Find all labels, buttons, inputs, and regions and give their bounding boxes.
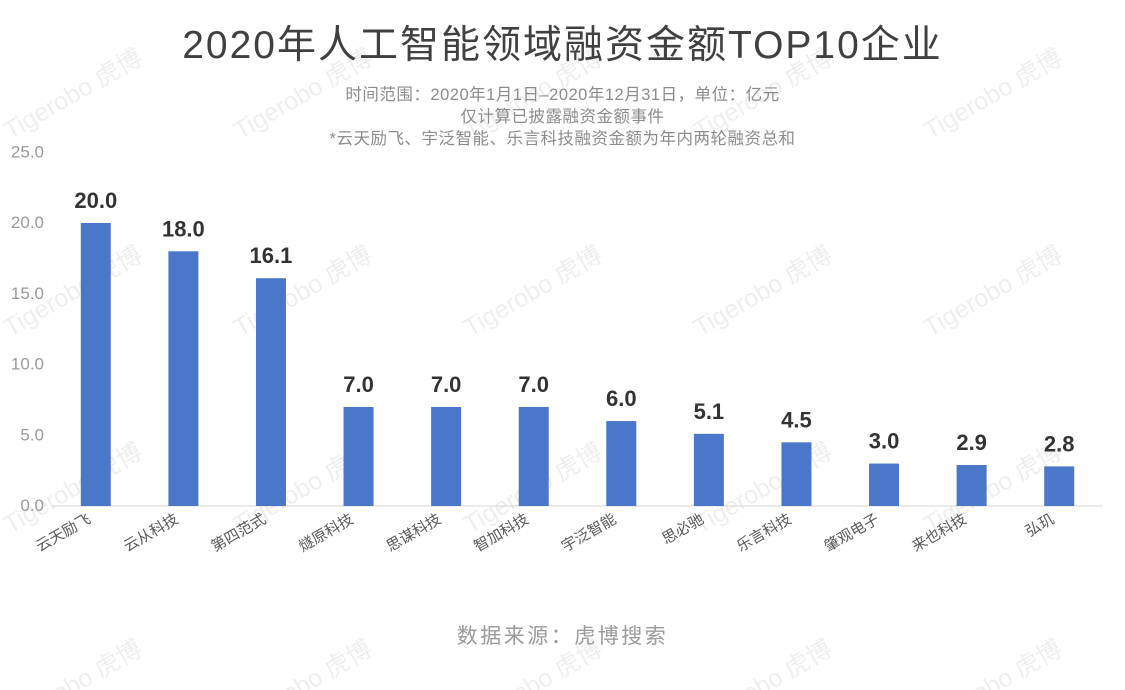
svg-text:10.0: 10.0 xyxy=(11,355,44,374)
svg-text:25.0: 25.0 xyxy=(11,142,44,161)
svg-text:7.0: 7.0 xyxy=(431,372,462,397)
svg-text:云天励飞: 云天励飞 xyxy=(33,511,93,556)
svg-text:18.0: 18.0 xyxy=(162,216,205,241)
svg-text:云从科技: 云从科技 xyxy=(121,511,181,556)
svg-text:来也科技: 来也科技 xyxy=(909,511,969,556)
svg-text:0.0: 0.0 xyxy=(20,496,44,515)
svg-text:5.0: 5.0 xyxy=(20,425,44,444)
svg-text:7.0: 7.0 xyxy=(518,372,549,397)
svg-text:2.8: 2.8 xyxy=(1044,431,1075,456)
svg-text:4.5: 4.5 xyxy=(781,407,812,432)
svg-text:思必驰: 思必驰 xyxy=(659,511,706,548)
svg-text:第四范式: 第四范式 xyxy=(208,510,269,556)
svg-text:宇泛智能: 宇泛智能 xyxy=(558,510,619,556)
svg-text:20.0: 20.0 xyxy=(11,213,44,232)
svg-text:5.1: 5.1 xyxy=(694,399,725,424)
svg-text:3.0: 3.0 xyxy=(869,429,900,454)
svg-text:智加科技: 智加科技 xyxy=(471,510,532,556)
svg-text:肇观电子: 肇观电子 xyxy=(822,511,882,556)
svg-text:7.0: 7.0 xyxy=(343,372,374,397)
svg-text:燧原科技: 燧原科技 xyxy=(296,511,356,556)
svg-text:16.1: 16.1 xyxy=(250,243,293,268)
svg-text:15.0: 15.0 xyxy=(11,284,44,303)
svg-text:思谋科技: 思谋科技 xyxy=(384,511,444,556)
svg-text:乐言科技: 乐言科技 xyxy=(734,511,794,556)
svg-text:2.9: 2.9 xyxy=(956,430,987,455)
svg-text:6.0: 6.0 xyxy=(606,386,637,411)
svg-text:20.0: 20.0 xyxy=(74,188,117,213)
svg-text:弘玑: 弘玑 xyxy=(1023,511,1057,541)
